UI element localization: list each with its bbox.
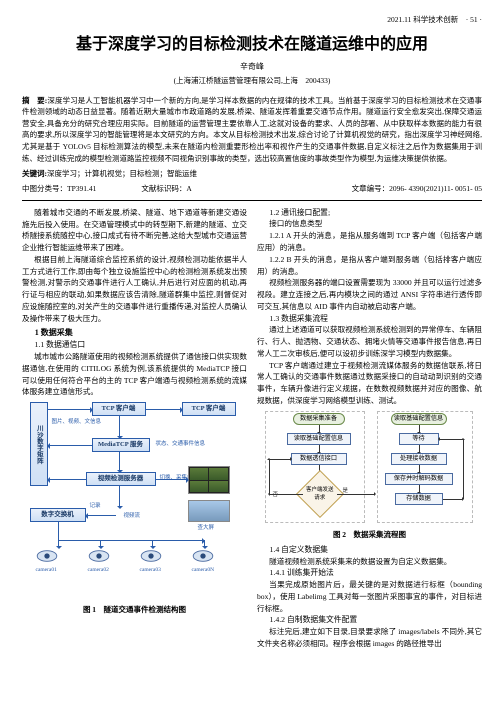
para: 隧道视频检测系统采集来的数据设置为自定义数据集。 <box>257 556 482 568</box>
right-column: 1.2 通讯接口配置; 接口的信息类型 1.2.1 A 开头的消息，是指从服务端… <box>257 207 482 650</box>
fig2-group-right <box>377 411 473 523</box>
fig1-cam-label: camera02 <box>88 566 109 574</box>
fig1-label: 视频流 <box>124 512 141 520</box>
meta-right: 文章编号：2096- 4390(2021)11- 0051- 05 <box>352 183 482 194</box>
para: 当果完成原始图片后，最关键的是对数据进行标框（bounding box），使用 … <box>257 579 482 614</box>
fig1-arrow <box>119 486 120 508</box>
paper-title: 基于深度学习的目标检测技术在隧道运维中的应用 <box>22 33 482 57</box>
fig1-arrow <box>156 479 188 480</box>
camera-icon <box>36 548 58 564</box>
para: TCP 客户端通过建立于视频检测流媒体服务的数据信联系,将日常人工确认的交通事件… <box>257 360 482 407</box>
fig1-box-tcp-client-1: TCP 客户端 <box>92 402 146 416</box>
heading-2: 1.4 自定义数据集 <box>257 544 482 556</box>
two-column-body: 随着城市交通的不断发展,桥梁、隧道、地下通道等新建交通设施先后投入使用。在交通管… <box>22 207 482 650</box>
meta-row: 中图分类号：TP391.41 文献标识码：A 文章编号：2096- 4390(2… <box>22 183 482 194</box>
fig1-photo <box>188 500 230 522</box>
heading-2: 1.1 数据通信口 <box>22 339 247 351</box>
abstract-block: 摘 要:深度学习是人工智能机器学习中一个新的方向,是学习样本数据的内在规律的技术… <box>22 95 482 165</box>
abstract-label: 摘 要: <box>22 96 47 105</box>
fig2-group-left <box>265 411 365 523</box>
figure-1: 川沙数字矩阵 TCP 客户端 TCP 客户端 图片、视频、文信息 MediaTC… <box>22 402 247 615</box>
fig1-box-tcp-client-2: TCP 客户端 <box>182 402 236 416</box>
para: 视频检测服务器的端口设置需要现为 33000 并且可以运行过滤多视段。建立连接之… <box>257 277 482 312</box>
heading-2: 1.2 通讯接口配置; <box>257 207 482 219</box>
fig1-label: 状态、交通事件信息 <box>156 440 206 448</box>
fig1-arrow <box>58 540 204 541</box>
fig1-cam-label: camera0N <box>192 566 215 574</box>
para: 城市城市公路隧道使用的视频检测系统提供了通信接口供实现数据通信,在使用的 CIT… <box>22 351 247 398</box>
fig1-arrow <box>119 452 120 472</box>
para: 通过上述通道可以获取视频检测系统检测到的异常停车、车辆阻行、行人、抛洒物、交通状… <box>257 324 482 359</box>
fig1-arrow <box>58 522 59 548</box>
fig1-label: 查大屏 <box>198 524 215 532</box>
fig1-screens <box>188 466 230 494</box>
para: 根据目前上海隧道综合监控系统的设计,视频检测功能依据半人工方式进行工作,即由每个… <box>22 254 247 325</box>
fig1-arrow <box>100 540 101 548</box>
para: 1.2.1 A 开头的消息，是指从服务端到 TCP 客户端（包括客户端应用）的消… <box>257 230 482 254</box>
keywords-text: 深度学习；计算机视觉；目标检测；智能运维 <box>47 169 197 178</box>
heading-3: 1.4.1 训练集开始法 <box>257 567 482 579</box>
abstract-text: 深度学习是人工智能机器学习中一个新的方向,是学习样本数据的内在规律的技术工具。当… <box>22 96 482 163</box>
figure-1-caption: 图 1 隧道交通事件检测结构图 <box>22 604 247 615</box>
page-header: 2021.11 科学技术创新 · 51 · <box>22 14 482 25</box>
heading-1: 1 数据采集 <box>22 327 247 339</box>
fig1-arrow <box>152 540 153 548</box>
fig1-cam-label: camera01 <box>36 566 57 574</box>
fig1-arrow <box>86 515 116 516</box>
meta-left: 中图分类号：TP391.41 文献标识码：A <box>22 183 192 194</box>
fig1-arrow <box>48 409 92 410</box>
heading-2: 1.3 数据采集流程 <box>257 313 482 325</box>
keywords-label: 关键词: <box>22 169 47 178</box>
paper-affiliation: (上海浦江桥隧运营管理有限公司,上海 200433) <box>22 75 482 86</box>
fig1-label: 图片、视频、文信息 <box>52 418 102 426</box>
heading-3: 1.4.2 自制数据集文件配置 <box>257 614 482 626</box>
figure-2: 数据采集准备 读取基础配置信息 数据透信接口 客户端发送请求 否 是 读取基础配… <box>257 411 482 540</box>
para: 1.2.2 B 开头的消息，是指从客户端到服务端（包括排客户端应用）的消息。 <box>257 254 482 278</box>
fig1-box-switch: 数字交换机 <box>30 508 86 522</box>
left-column: 随着城市交通的不断发展,桥梁、隧道、地下通道等新建交通设施先后投入使用。在交通管… <box>22 207 247 650</box>
para: 随着城市交通的不断发展,桥梁、隧道、地下通道等新建交通设施先后投入使用。在交通管… <box>22 207 247 254</box>
fig1-arrow <box>119 416 120 438</box>
fig1-arrow <box>48 445 92 446</box>
paper-author: 辛奇峰 <box>22 61 482 73</box>
fig1-arrow <box>48 479 86 480</box>
fig1-cam-label: camera03 <box>140 566 161 574</box>
divider <box>22 200 482 201</box>
fig1-arrow <box>146 409 182 410</box>
keywords-block: 关键词:深度学习；计算机视觉；目标检测；智能运维 <box>22 168 482 179</box>
fig1-arrow <box>204 540 205 548</box>
figure-2-caption: 图 2 数据采集流程图 <box>257 529 482 540</box>
fig1-label: 记录 <box>90 502 101 510</box>
para: 标注完后,建立如下目录,目录要求除了 images/labels 不同外,其它文… <box>257 626 482 650</box>
para: 接口的信息类型 <box>257 218 482 230</box>
